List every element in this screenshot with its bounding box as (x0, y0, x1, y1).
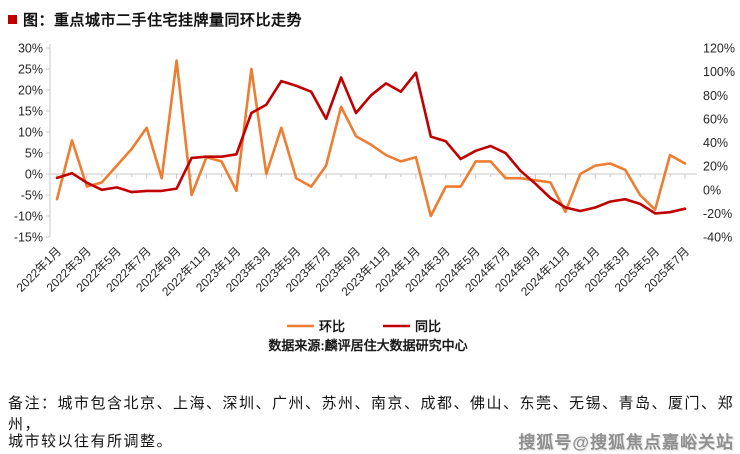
left-axis-tick-label: -5% (21, 189, 43, 203)
legend-label-同比: 同比 (415, 319, 441, 334)
right-axis-tick-label: 0% (703, 183, 721, 197)
series-line-环比 (55, 59, 687, 218)
right-axis-tick-label: 80% (703, 89, 728, 103)
data-source-label: 数据来源:麟评居住大数据研究中心 (268, 338, 467, 353)
left-axis-tick-label: 20% (18, 84, 43, 98)
title-bullet-icon (8, 15, 17, 24)
legend-label-环比: 环比 (319, 319, 345, 334)
right-axis-tick-label: -40% (703, 231, 732, 245)
left-axis-tick-label: -15% (14, 231, 43, 245)
right-axis-tick-label: 20% (703, 160, 728, 174)
left-axis-tick-label: 25% (18, 63, 43, 77)
right-axis-tick-label: -20% (703, 207, 732, 221)
series-line-同比 (55, 71, 687, 215)
page-title: 图：重点城市二手住宅挂牌量同环比走势 (23, 12, 303, 29)
right-axis-tick-label: 60% (703, 112, 728, 126)
note-line-2: 城市较以往有所调整。 (8, 434, 174, 450)
left-axis-tick-label: -10% (14, 210, 43, 224)
left-axis-tick-label: 10% (18, 126, 43, 140)
right-axis-tick-label: 100% (703, 65, 735, 79)
watermark: 搜狐号@搜狐焦点嘉峪关站 (518, 433, 734, 452)
left-axis-tick-label: 5% (25, 147, 43, 161)
chart-title-row: 图：重点城市二手住宅挂牌量同环比走势 (8, 9, 302, 30)
left-axis-tick-label: 15% (18, 105, 43, 119)
trend-chart: 30% 25% 20% 15% 10% 5% 0% -5% -10% -15% 120% 100% 80… (14, 42, 735, 354)
left-axis-tick-label: 0% (25, 168, 43, 182)
left-axis-tick-label: 30% (18, 42, 43, 56)
right-axis-tick-label: 40% (703, 136, 728, 150)
right-axis-tick-label: 120% (703, 42, 735, 56)
note-line-1: 备注：城市包含北京、上海、深圳、广州、苏州、南京、成都、佛山、东莞、无锡、青岛、… (8, 396, 735, 433)
